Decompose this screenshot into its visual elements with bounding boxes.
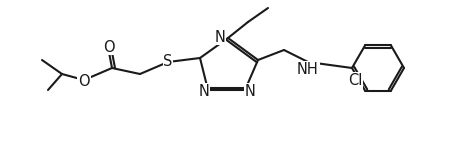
Text: N: N — [245, 83, 255, 99]
Text: O: O — [78, 74, 90, 88]
Text: S: S — [164, 54, 173, 68]
Text: N: N — [215, 30, 226, 44]
Text: NH: NH — [297, 61, 319, 77]
Text: Cl: Cl — [348, 73, 362, 88]
Text: N: N — [198, 83, 209, 99]
Text: O: O — [103, 39, 115, 55]
